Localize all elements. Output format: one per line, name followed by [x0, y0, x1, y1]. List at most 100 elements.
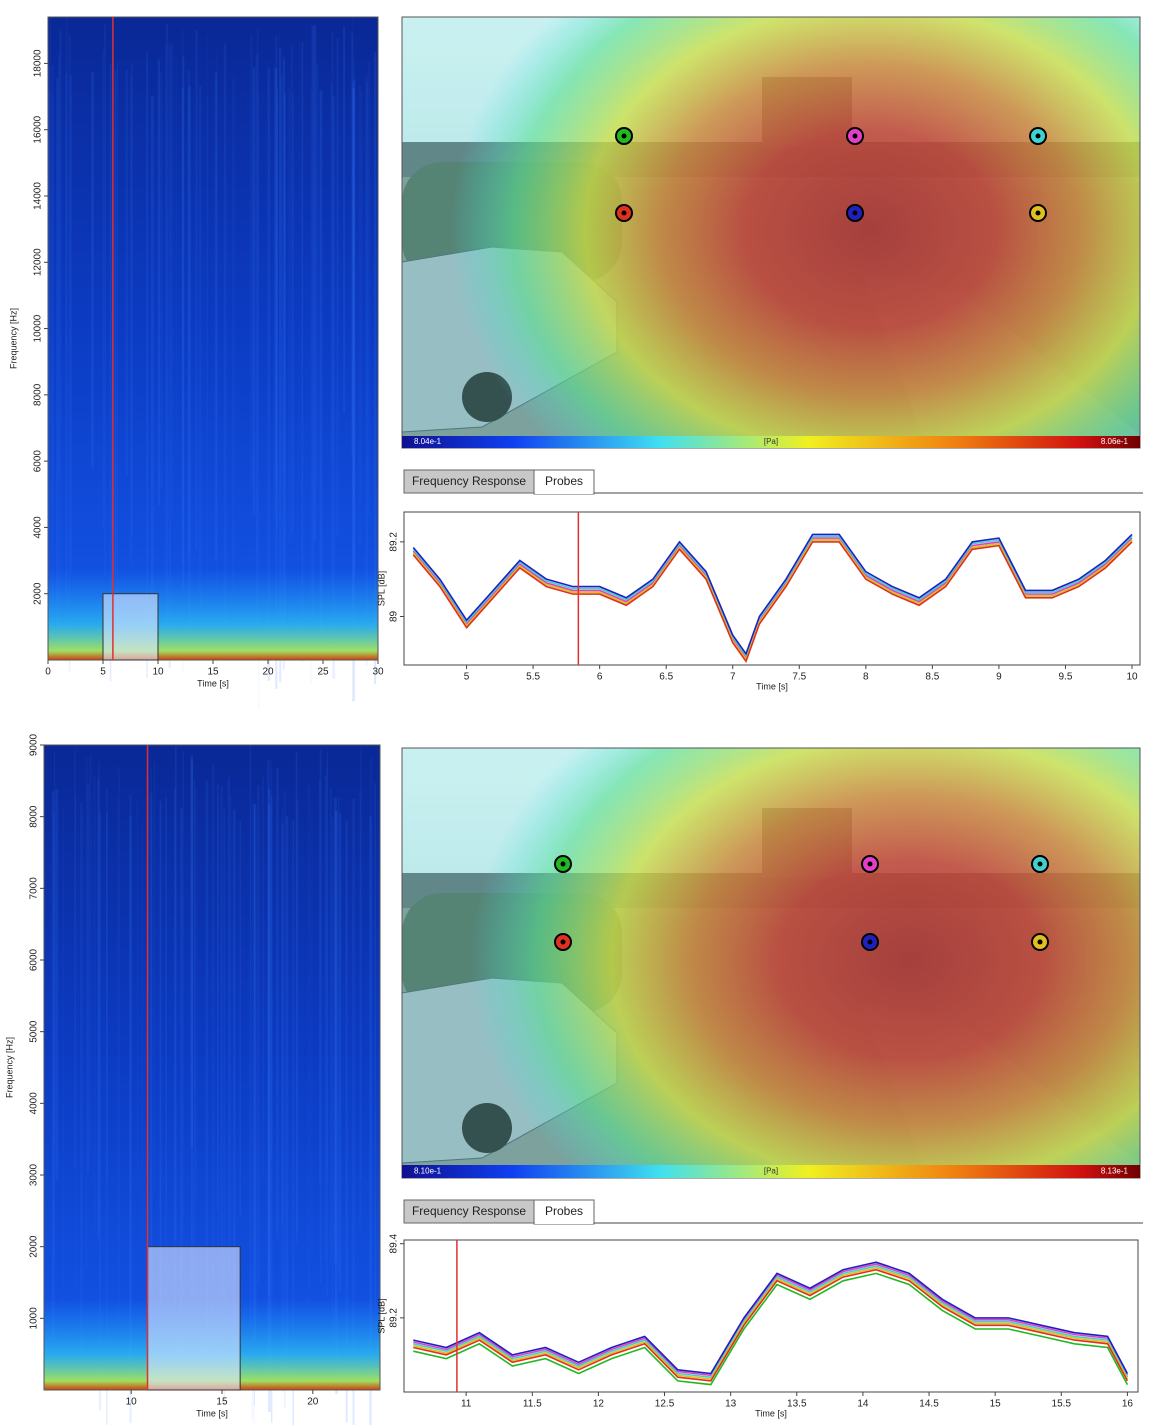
spectrogram-streak — [56, 77, 59, 650]
spectrogram-streak — [319, 749, 322, 1284]
spectrogram-streak — [285, 816, 289, 1380]
spectrogram-streak — [168, 44, 171, 669]
y-axis-label: Frequency [Hz] — [8, 308, 18, 369]
spectrogram-streak — [367, 62, 371, 517]
spectrogram-streak — [51, 791, 55, 1341]
spectrogram-streak — [299, 39, 301, 489]
spectrogram-streak — [53, 751, 56, 1147]
spectrogram-streak — [352, 81, 354, 600]
x-tick-label: 16 — [1122, 1399, 1134, 1410]
spectrogram-streak — [267, 67, 270, 681]
colorbar-min: 8.10e-1 — [414, 1167, 442, 1176]
spectrogram-streak — [125, 69, 128, 475]
x-tick-label: 11.5 — [523, 1399, 542, 1410]
x-tick-label: 10 — [126, 1397, 138, 1408]
spectrogram-streak — [326, 766, 328, 1186]
spectrogram-streak — [188, 86, 191, 660]
spectrogram-streak — [214, 72, 218, 560]
heat-overlay — [470, 748, 1140, 1165]
x-tick-label: 6.5 — [659, 672, 673, 683]
x-tick-label: 12.5 — [655, 1399, 675, 1410]
spectrogram-streak — [370, 757, 373, 1307]
camera-view — [402, 17, 1140, 436]
spectrogram-streak — [182, 29, 184, 672]
x-tick-label: 5 — [100, 667, 106, 678]
spectrogram-streak — [365, 81, 368, 615]
x-tick-label: 6 — [597, 672, 603, 683]
x-tick-label: 8 — [863, 672, 869, 683]
x-tick-label: 14.5 — [919, 1399, 939, 1410]
spectrogram-streak — [295, 752, 298, 1244]
probe-line — [413, 1272, 1129, 1386]
spectrogram-streak — [223, 43, 227, 624]
probe-center — [867, 861, 873, 867]
x-tick-label: 20 — [262, 667, 274, 678]
y-tick-label: 89.2 — [389, 532, 400, 552]
spectrogram-streak — [352, 79, 356, 578]
x-tick-label: 11 — [461, 1399, 472, 1410]
y-tick-label: 89.2 — [389, 1308, 400, 1328]
spectrogram-streak — [53, 812, 55, 1262]
y-axis-label: SPL [dB] — [376, 571, 386, 606]
spectrogram-streak — [129, 815, 132, 1378]
x-tick-label: 30 — [372, 667, 384, 678]
x-tick-label: 5 — [464, 672, 470, 683]
spectrogram-streak — [51, 96, 54, 648]
spectrogram-streak — [268, 788, 271, 1412]
spectrogram-streak — [279, 48, 282, 683]
spectrogram-streak — [136, 799, 139, 1187]
y-tick-label: 5000 — [29, 1020, 40, 1043]
spectrogram-streak — [290, 43, 293, 539]
spectrogram-streak — [276, 88, 278, 530]
x-tick-label: 14 — [857, 1399, 869, 1410]
spectrogram-streak — [164, 44, 167, 595]
y-tick-label: 18000 — [33, 49, 44, 77]
tab-active[interactable] — [533, 1199, 595, 1225]
x-tick-label: 5.5 — [526, 672, 540, 683]
colorbar-min: 8.04e-1 — [414, 437, 442, 446]
spectrogram-streak — [311, 25, 315, 617]
y-tick-label: 12000 — [33, 248, 44, 276]
colorbar-unit: [Pa] — [764, 437, 778, 446]
x-tick-label: 9 — [996, 672, 1002, 683]
spectrogram-streak — [330, 788, 332, 1264]
spectrogram-streak — [374, 783, 376, 1306]
spectrogram-streak — [166, 23, 168, 637]
y-tick-label: 14000 — [33, 182, 44, 210]
probe-line — [413, 1268, 1129, 1382]
colorbar — [402, 1165, 1140, 1178]
y-tick-label: 2000 — [29, 1235, 40, 1258]
spectrogram-streak — [278, 31, 281, 578]
probe-line — [413, 1263, 1129, 1377]
spectrogram-streak — [292, 819, 294, 1425]
spectrogram-streak — [257, 785, 260, 1284]
spectrogram-streak — [271, 795, 273, 1423]
y-axis-label: Frequency [Hz] — [4, 1037, 14, 1098]
spectrogram-streak — [165, 787, 167, 1320]
tab-active[interactable] — [533, 469, 595, 495]
spectrogram-streak — [331, 32, 334, 458]
spectrogram-streak — [150, 95, 154, 645]
spectrogram-streak — [49, 17, 52, 427]
probe-center — [621, 210, 627, 216]
spectrogram-streak — [231, 78, 235, 589]
camera-view — [402, 748, 1140, 1165]
spectrogram-streak — [232, 809, 236, 1370]
spectrogram-streak — [358, 86, 362, 544]
selection-box — [102, 593, 159, 661]
spectrogram-streak — [105, 812, 108, 1425]
spectrogram-streak — [343, 26, 346, 414]
spectrogram-streak — [220, 786, 223, 1339]
heat-overlay-outer — [402, 748, 1140, 1165]
spectrogram-streak — [153, 761, 155, 1188]
probe-center — [1037, 861, 1043, 867]
spectrogram-streak — [255, 54, 259, 628]
spectrogram-streak — [275, 68, 278, 689]
probe-center — [852, 210, 858, 216]
y-tick-label: 7000 — [29, 877, 40, 900]
spectrogram-streak — [65, 72, 68, 662]
y-tick-label: 8000 — [33, 383, 44, 406]
tab-label: Probes — [545, 1204, 583, 1218]
